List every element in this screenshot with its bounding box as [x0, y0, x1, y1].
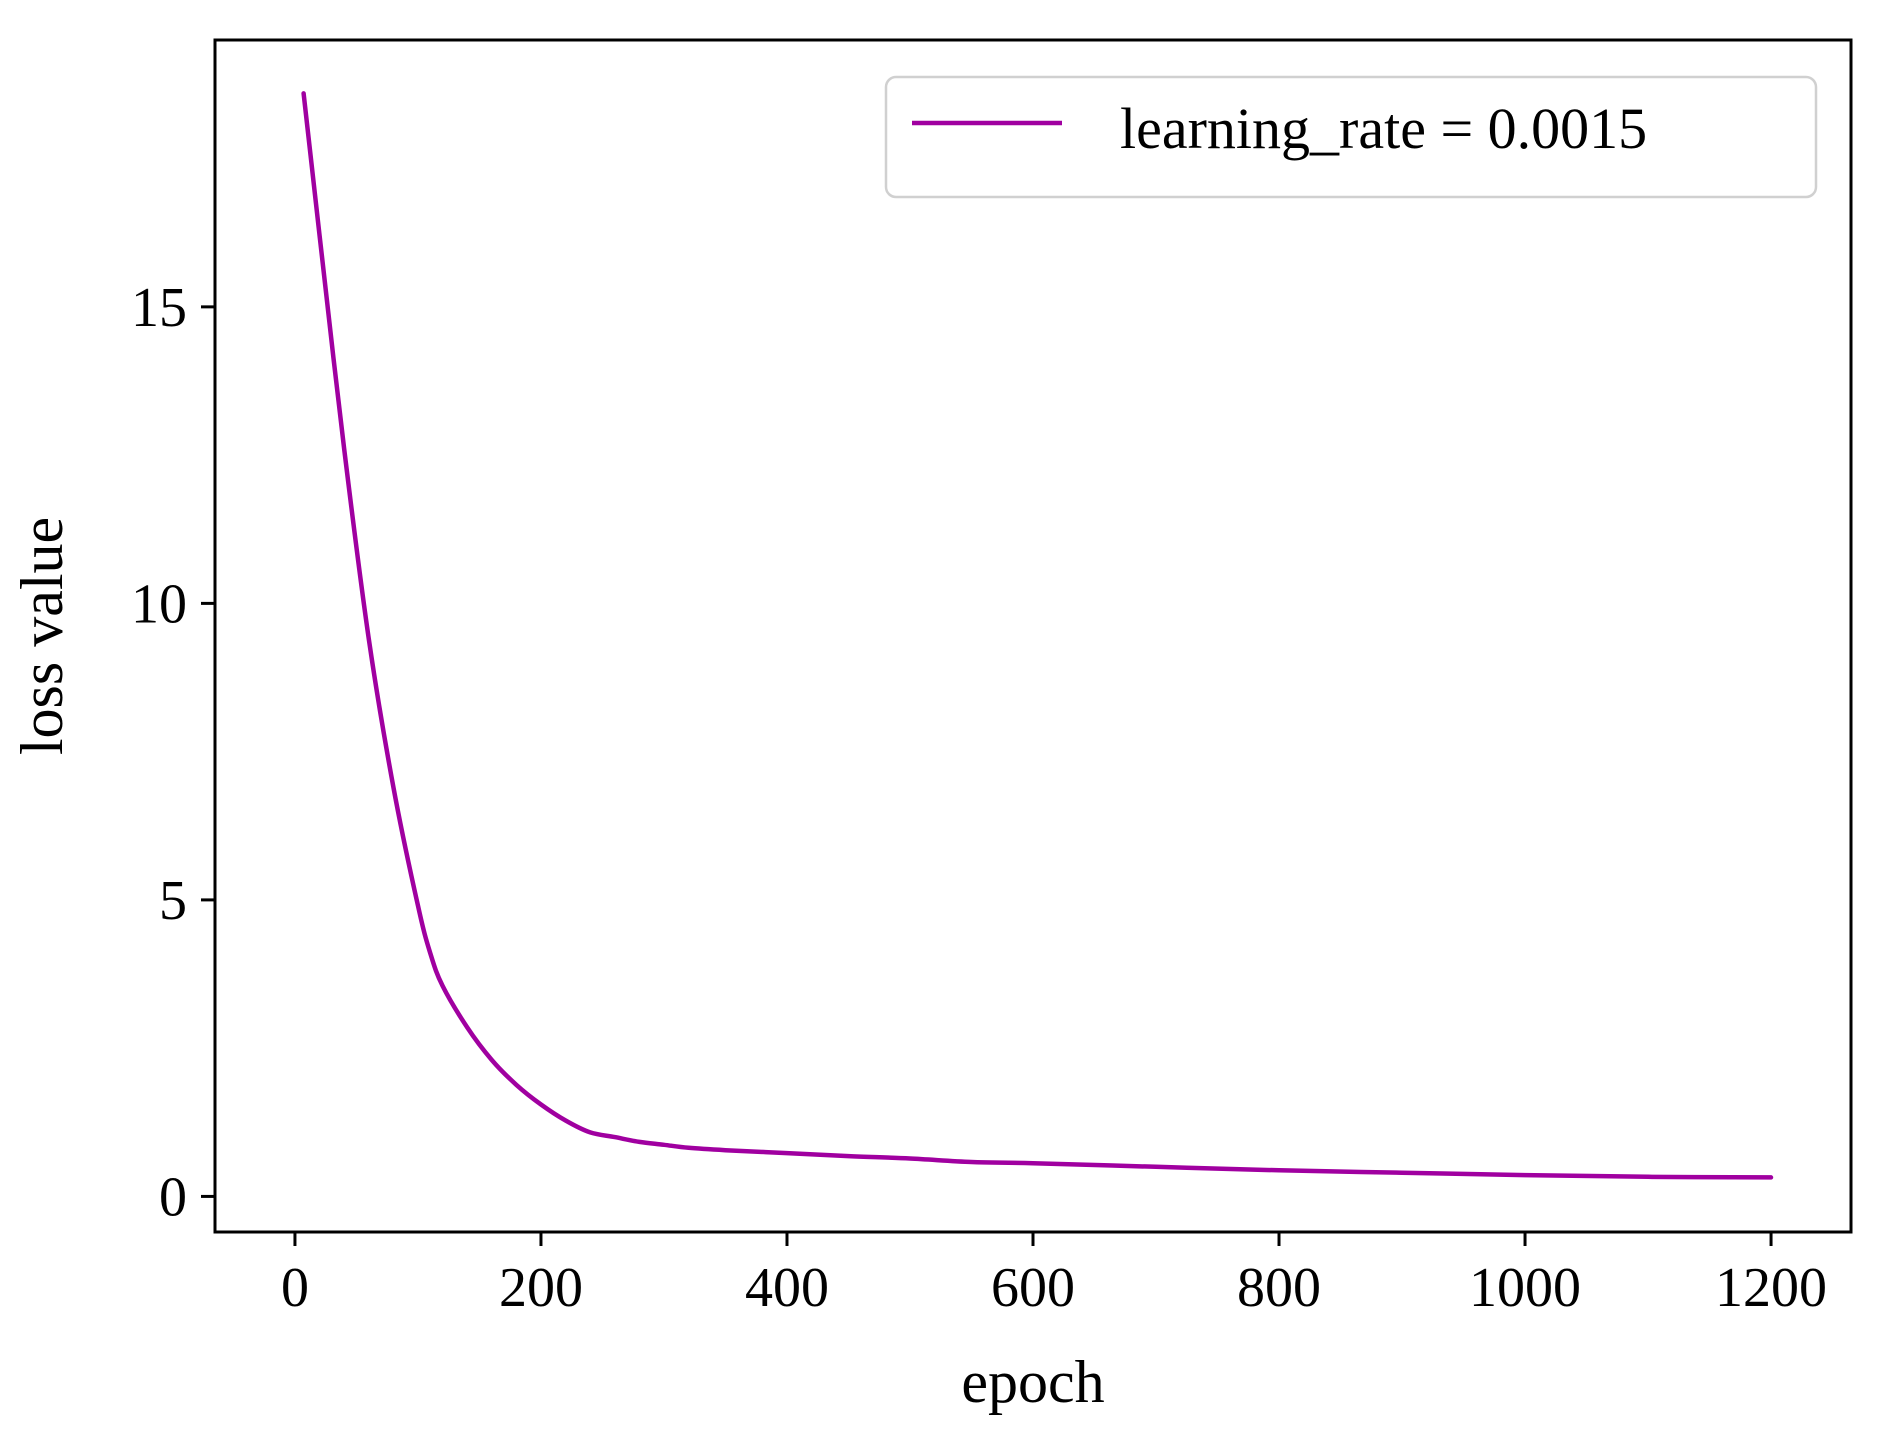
x-tick-label: 200	[499, 1257, 583, 1319]
y-tick-label: 0	[159, 1166, 187, 1228]
x-tick-label: 400	[745, 1257, 829, 1319]
x-tick-label: 1000	[1469, 1257, 1581, 1319]
y-axis-title: loss value	[9, 517, 75, 755]
legend-label: learning_rate = 0.0015	[1120, 96, 1647, 161]
x-tick-label: 0	[281, 1257, 309, 1319]
x-axis-title: epoch	[961, 1349, 1104, 1415]
legend: learning_rate = 0.0015	[884, 75, 1818, 199]
series-line	[301, 91, 1774, 1180]
y-tick-label: 15	[131, 277, 187, 339]
y-tick-label: 5	[159, 870, 187, 932]
plot-area	[215, 40, 1851, 1232]
y-tick-label: 10	[131, 573, 187, 635]
x-axis-ticks: 0 200 400 600 800 1000 1200	[281, 1232, 1827, 1319]
y-axis-ticks: 0 5 10 15	[131, 277, 215, 1228]
x-tick-label: 1200	[1715, 1257, 1827, 1319]
x-tick-label: 600	[991, 1257, 1075, 1319]
plot-frame	[213, 38, 1853, 1234]
x-tick-label: 800	[1237, 1257, 1321, 1319]
legend-box	[884, 75, 1818, 199]
